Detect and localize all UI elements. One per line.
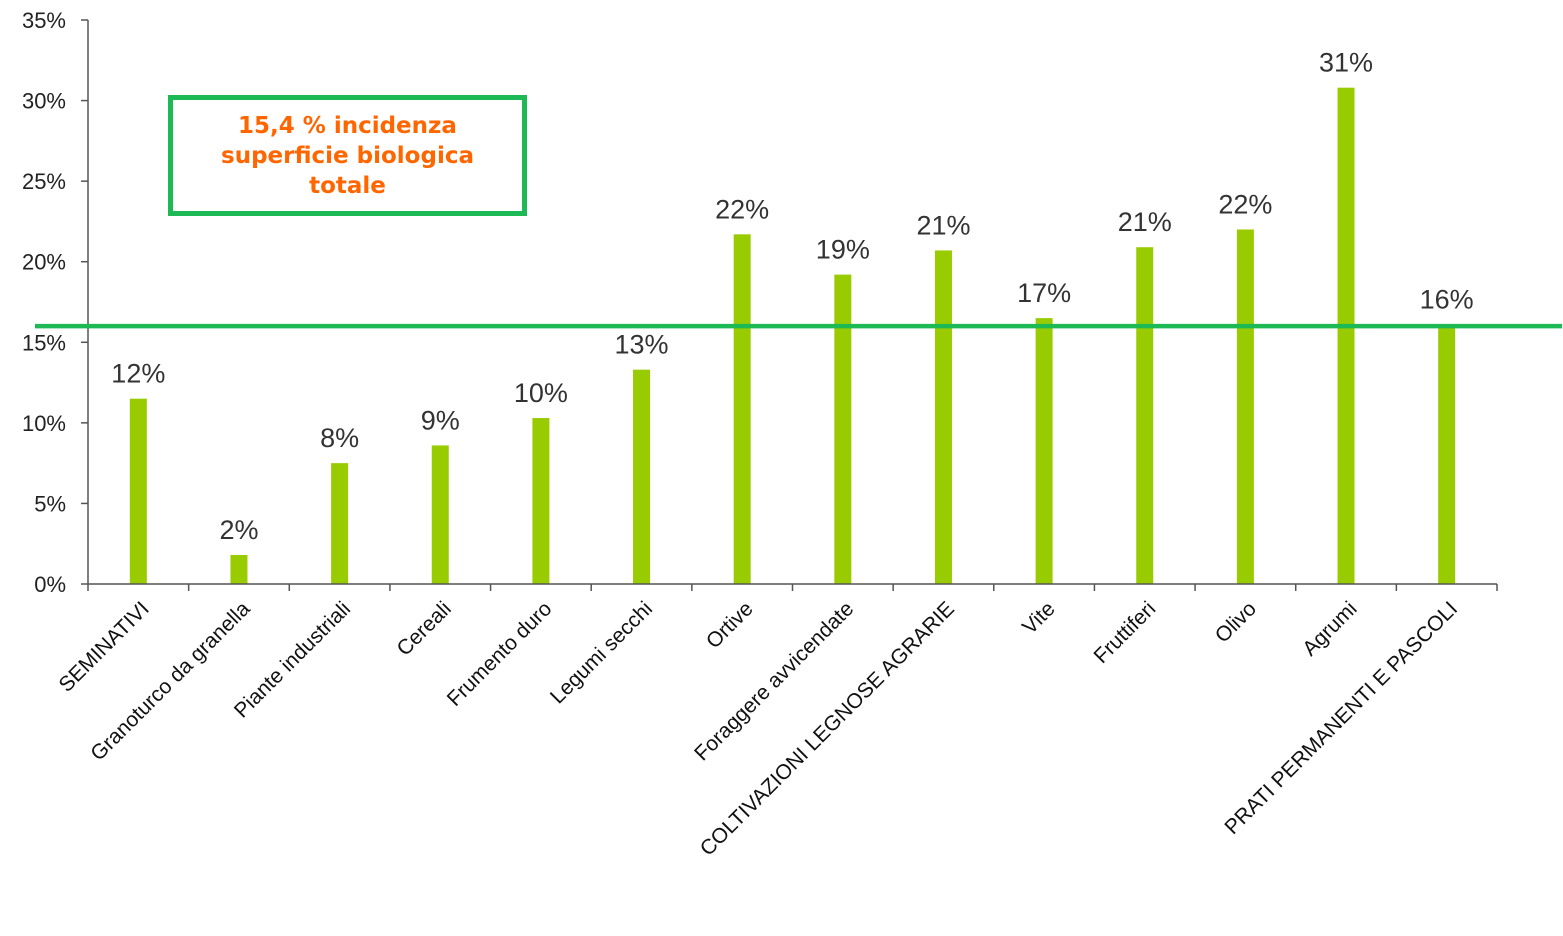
data-label: 16% — [1420, 285, 1474, 315]
data-label: 9% — [421, 405, 460, 435]
bar — [431, 445, 449, 584]
bar — [733, 234, 751, 584]
bar — [1337, 87, 1355, 585]
data-label: 8% — [320, 423, 359, 453]
data-label: 17% — [1017, 278, 1071, 308]
y-tick-label: 30% — [22, 89, 66, 114]
y-tick-label: 0% — [34, 572, 66, 597]
y-tick-label: 5% — [34, 491, 66, 516]
incidence-callout-text: 15,4 % incidenza superficie biologica to… — [221, 112, 474, 199]
bar — [934, 250, 952, 585]
y-tick-label: 25% — [22, 169, 66, 194]
bar — [1236, 229, 1254, 584]
x-tick-label: Legumi secchi — [546, 597, 657, 708]
x-tick-label: Frumento duro — [443, 597, 557, 711]
x-tick-label: Fruttiferi — [1090, 597, 1161, 668]
y-tick-label: 20% — [22, 250, 66, 275]
y-tick-label: 15% — [22, 330, 66, 355]
bar — [331, 463, 349, 584]
y-tick-label: 35% — [22, 8, 66, 33]
bar — [1035, 318, 1053, 584]
bar — [230, 554, 248, 584]
y-axis: 0% 5% 10% 15% 20% 25% 30% 35% — [22, 8, 89, 597]
x-tick-label: SEMINATIVI — [55, 597, 154, 696]
data-label: 12% — [111, 359, 165, 389]
data-label: 10% — [514, 378, 568, 408]
data-label: 19% — [816, 235, 870, 265]
bar — [834, 274, 852, 584]
data-label: 21% — [1118, 207, 1172, 237]
data-label: 13% — [615, 330, 669, 360]
data-label: 21% — [916, 210, 970, 240]
bar — [1136, 247, 1154, 584]
bar — [1438, 324, 1456, 584]
data-label: 2% — [219, 515, 258, 545]
x-tick-label: Vite — [1018, 597, 1060, 639]
x-tick-label: Ortive — [702, 597, 758, 653]
x-tick-label: Cereali — [392, 597, 455, 660]
bar — [532, 418, 550, 584]
y-tick-label: 10% — [22, 411, 66, 436]
bars: 12% 2% 8% 9% 10% 13% 22% 19% 21% 17% 21% 22% 31% 16% — [111, 48, 1474, 585]
incidence-callout-box: 15,4 % incidenza superficie biologica to… — [168, 95, 527, 216]
x-tick-label: Agrumi — [1298, 597, 1361, 660]
x-tick-label: Olivo — [1211, 597, 1261, 647]
bar — [633, 369, 651, 584]
bar — [129, 398, 147, 584]
data-label: 31% — [1319, 48, 1373, 78]
data-label: 22% — [1218, 189, 1272, 219]
data-label: 22% — [715, 194, 769, 224]
